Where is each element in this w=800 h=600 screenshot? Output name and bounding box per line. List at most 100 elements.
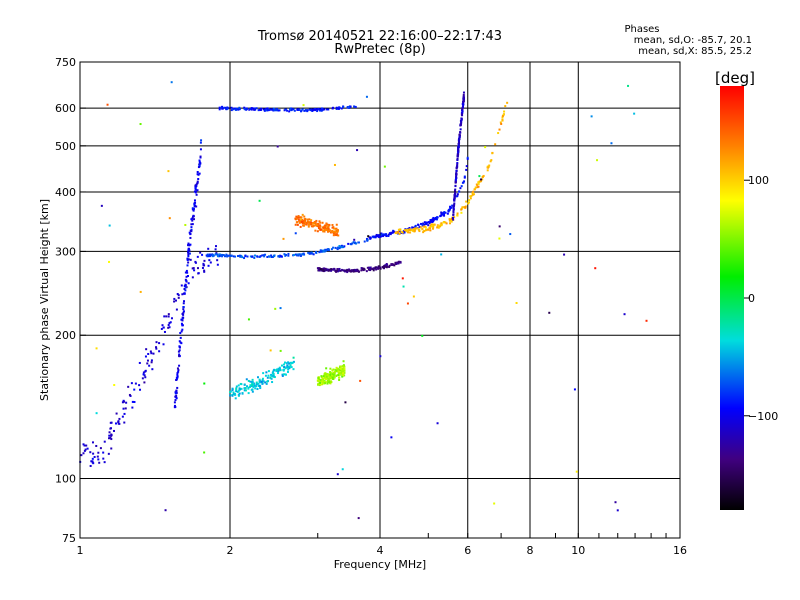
data-point	[616, 509, 619, 512]
data-point	[184, 223, 187, 226]
data-point	[230, 109, 233, 112]
data-point	[266, 107, 269, 110]
data-point	[281, 373, 284, 376]
data-point	[117, 422, 120, 425]
data-point	[279, 254, 282, 257]
colorbar-tick-label: 100	[748, 174, 769, 187]
data-point	[276, 108, 279, 111]
data-point	[185, 279, 188, 282]
data-point	[257, 109, 260, 112]
data-point	[299, 225, 302, 228]
data-point	[260, 380, 263, 383]
data-point	[191, 276, 194, 279]
data-point	[167, 315, 170, 318]
data-point	[332, 246, 335, 249]
data-point	[341, 268, 344, 271]
data-point	[174, 399, 177, 402]
data-point	[247, 387, 250, 390]
data-point	[452, 210, 455, 213]
data-point	[417, 223, 420, 226]
data-point	[282, 373, 285, 376]
data-point	[231, 394, 234, 397]
data-point	[261, 379, 264, 382]
data-point	[322, 108, 325, 111]
data-point	[201, 266, 204, 269]
data-point	[366, 238, 369, 241]
data-point	[96, 455, 99, 458]
data-point	[356, 149, 359, 152]
data-point	[321, 377, 324, 380]
data-point	[324, 224, 327, 227]
data-point	[127, 385, 130, 388]
data-point	[425, 229, 428, 232]
data-point	[264, 374, 267, 377]
data-point	[338, 372, 341, 375]
data-point	[180, 284, 183, 287]
data-point	[186, 274, 189, 277]
data-point	[235, 385, 238, 388]
data-point	[304, 217, 307, 220]
data-point	[324, 225, 327, 228]
data-point	[297, 218, 300, 221]
data-point	[293, 253, 296, 256]
data-point	[340, 107, 343, 110]
data-point	[193, 190, 196, 193]
data-point	[144, 376, 147, 379]
data-point	[292, 356, 295, 359]
data-point	[317, 377, 320, 380]
data-point	[401, 231, 404, 234]
data-point	[317, 107, 320, 110]
data-point	[296, 223, 299, 226]
data-point	[274, 307, 277, 310]
data-point	[142, 373, 145, 376]
data-point	[268, 255, 271, 258]
data-point	[90, 460, 93, 463]
data-point	[122, 407, 125, 410]
data-point	[395, 262, 398, 265]
data-point	[155, 341, 158, 344]
data-point	[420, 222, 423, 225]
data-point	[93, 455, 96, 458]
data-point	[222, 254, 225, 257]
data-point	[322, 378, 325, 381]
data-point	[147, 352, 150, 355]
data-point	[337, 373, 340, 376]
data-point	[334, 246, 337, 249]
data-point	[416, 227, 419, 230]
data-point	[323, 372, 326, 375]
data-point	[262, 372, 265, 375]
data-point	[95, 444, 98, 447]
data-point	[319, 228, 322, 231]
data-point	[267, 370, 270, 373]
data-point	[313, 220, 316, 223]
data-point	[235, 390, 238, 393]
data-point	[323, 376, 326, 379]
data-point	[237, 255, 240, 258]
data-point	[86, 447, 89, 450]
data-point	[276, 145, 279, 148]
data-point	[286, 364, 289, 367]
data-point	[318, 384, 321, 387]
data-point	[216, 263, 219, 266]
data-point	[249, 108, 252, 111]
data-point	[115, 412, 118, 415]
data-point	[462, 206, 465, 209]
data-point	[190, 218, 193, 221]
data-point	[343, 369, 346, 372]
data-point	[469, 195, 472, 198]
data-point	[403, 229, 406, 232]
data-point	[102, 451, 105, 454]
data-point	[444, 221, 447, 224]
data-point	[437, 224, 440, 227]
data-point	[366, 266, 369, 269]
data-point	[176, 386, 179, 389]
data-point	[342, 374, 345, 377]
x-tick-label: 2	[227, 544, 234, 557]
data-point	[246, 255, 249, 258]
data-point	[294, 232, 297, 235]
data-point	[296, 253, 299, 256]
data-point	[326, 229, 329, 232]
data-point	[162, 343, 165, 346]
data-point	[388, 264, 391, 267]
data-point	[338, 247, 341, 250]
